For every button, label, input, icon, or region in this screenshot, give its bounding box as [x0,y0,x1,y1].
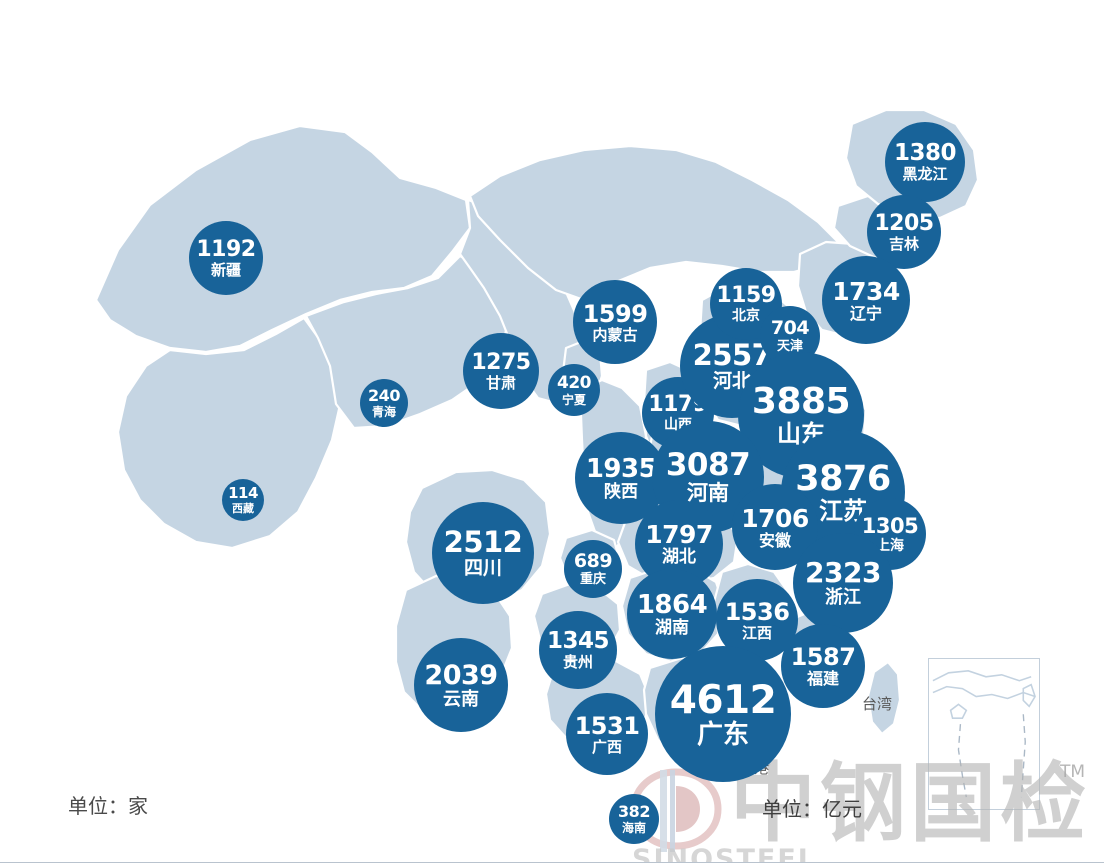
bubble-province-name: 陕西 [604,481,638,502]
bubble-province-name: 湖南 [655,617,689,638]
province-bubble[interactable]: 1531 广西 [566,693,648,775]
bubble-province-name: 青海 [371,405,396,419]
bubble-province-name: 黑龙江 [902,165,948,183]
province-bubble[interactable]: 1192 新疆 [189,221,263,295]
bubble-value: 420 [557,372,592,393]
bubble-province-name: 天津 [776,339,803,354]
province-bubble[interactable]: 1599 内蒙古 [573,280,657,364]
bubble-value: 1797 [645,520,713,549]
bubble-province-name: 新疆 [210,260,241,279]
bubble-value: 1935 [585,453,657,484]
bubble-value: 2323 [805,556,881,589]
bubble-province-name: 贵州 [562,653,593,671]
province-bubble[interactable]: 1275 甘肃 [463,333,539,409]
bubble-value: 1864 [636,589,708,620]
bubble-value: 114 [228,484,258,502]
province-bubble[interactable]: 114 西藏 [222,479,264,521]
bubble-province-name: 广西 [591,737,622,756]
bubble-value: 240 [368,386,400,405]
legend-unit-right: 单位：亿元 [762,797,862,821]
province-bubble[interactable]: 240 青海 [360,379,408,427]
province-bubble[interactable]: 1734 辽宁 [822,256,910,344]
province-bubble[interactable]: 1935 陕西 [575,432,667,524]
bubble-value: 1380 [893,140,957,166]
bubble-value: 1345 [546,628,610,654]
bubble-value: 3885 [751,381,851,422]
region-label-taiwan: 台湾 [862,695,893,713]
legend-unit-left: 单位：家 [68,794,148,818]
province-bubble[interactable]: 4612 广东 [655,646,791,782]
bubble-province-name: 甘肃 [485,373,516,392]
bubble-province-name: 安徽 [758,530,791,550]
bubble-value: 3087 [665,447,751,483]
bubble-province-name: 浙江 [825,587,861,608]
province-bubble[interactable]: 420 宁夏 [548,364,600,416]
bubble-value: 1159 [716,283,776,308]
bubble-province-name: 河北 [712,370,751,392]
province-bubble[interactable]: 1159 北京 [710,268,782,340]
bubble-province-name: 河南 [687,481,729,505]
bubble-value: 1536 [724,597,790,626]
bubble-value: 382 [618,802,650,821]
bubble-value: 1734 [832,276,900,306]
bubble-province-name: 湖北 [662,547,696,567]
bubble-province-name: 辽宁 [849,303,882,323]
bubble-value: 1587 [790,643,856,671]
province-bubble[interactable]: 2039 云南 [414,638,508,732]
bubble-province-name: 云南 [443,688,479,710]
bubble-value: 2557 [692,338,772,372]
bubble-province-name: 西藏 [232,502,254,515]
province-bubble[interactable]: 1345 贵州 [539,611,617,689]
bubble-province-name: 广东 [696,719,749,750]
province-bubble[interactable]: 382 海南 [609,794,659,844]
bubble-province-name: 宁夏 [561,392,586,407]
bubble-value: 3876 [795,458,891,499]
bubble-value: 1192 [196,236,256,262]
bubble-province-name: 北京 [732,308,760,324]
province-bubble[interactable]: 1864 湖南 [627,569,717,659]
bubble-value: 1531 [574,711,640,740]
bubble-value: 1599 [582,299,648,328]
bubble-province-name: 江西 [741,623,772,642]
bubble-province-name: 海南 [621,821,646,835]
bubble-value: 2512 [443,525,523,559]
province-bubble[interactable]: 2323 浙江 [793,533,893,633]
province-bubble[interactable]: 1205 吉林 [867,195,941,269]
province-bubble[interactable]: 689 重庆 [564,540,622,598]
bubble-province-name: 上海 [876,537,904,554]
bubble-province-name: 福建 [806,669,839,688]
bubble-value: 1305 [861,513,919,538]
bubble-value: 1706 [741,503,809,533]
bubble-province-name: 内蒙古 [592,325,638,344]
bubble-province-name: 吉林 [888,234,919,253]
bubble-value: 689 [573,550,613,572]
bubble-province-name: 重庆 [579,572,606,587]
south-china-sea-inset [928,658,1040,810]
bubble-value: 1275 [471,349,531,375]
bubble-value: 1205 [874,210,934,236]
bubble-value: 4612 [669,677,777,723]
province-bubble[interactable]: 1587 福建 [781,624,865,708]
bubble-value: 2039 [424,659,498,691]
bubble-value: 704 [770,317,810,339]
province-bubble[interactable]: 1380 黑龙江 [885,122,965,202]
bubble-province-name: 四川 [463,557,502,579]
province-bubble[interactable]: 2512 四川 [432,502,534,604]
